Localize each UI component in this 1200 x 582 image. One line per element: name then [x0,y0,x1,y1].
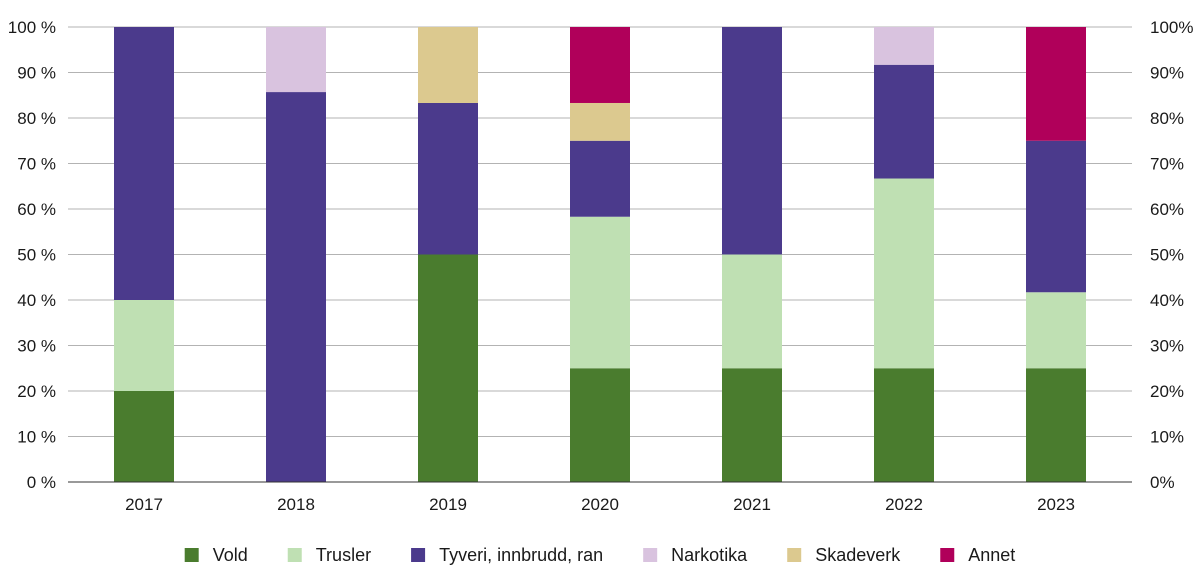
bar-segment-tyveri-innbrudd-ran-2022 [874,64,934,179]
bar-segment-vold-2022 [874,368,934,482]
legend-swatch [940,548,955,562]
y-tick-label-left: 60 % [17,200,56,219]
y-tick-label-right: 50% [1150,246,1184,265]
bar-segment-skadeverk-2020 [570,102,630,141]
bar-segment-vold-2023 [1026,368,1086,482]
x-tick-label: 2023 [1037,495,1075,514]
legend-item: Tyveri, innbrudd, ran [411,545,603,565]
y-tick-label-left: 20 % [17,382,56,401]
y-tick-label-right: 80% [1150,109,1184,128]
y-tick-label-left: 100 % [8,18,56,37]
legend-item: Narkotika [643,545,748,565]
legend-label: Annet [968,545,1015,565]
y-tick-label-right: 100% [1150,18,1193,37]
y-tick-label-right: 20% [1150,382,1184,401]
x-tick-label: 2019 [429,495,467,514]
bar-segment-tyveri-innbrudd-ran-2018 [266,92,326,482]
legend-swatch [787,548,802,562]
bar-segment-vold-2021 [722,368,782,482]
bar-segment-tyveri-innbrudd-ran-2019 [418,102,478,255]
bar-segment-trusler-2017 [114,300,174,391]
y-tick-label-left: 70 % [17,155,56,174]
bar-segment-tyveri-innbrudd-ran-2017 [114,27,174,300]
legend-label: Trusler [316,545,371,565]
legend-label: Skadeverk [815,545,901,565]
y-tick-label-right: 40% [1150,291,1184,310]
y-tick-label-left: 80 % [17,109,56,128]
bar-segment-skadeverk-2019 [418,27,478,103]
y-tick-label-right: 90% [1150,64,1184,83]
bar-segment-vold-2017 [114,391,174,482]
y-tick-label-right: 60% [1150,200,1184,219]
bar-segment-tyveri-innbrudd-ran-2023 [1026,140,1086,293]
y-tick-label-left: 90 % [17,64,56,83]
y-tick-label-right: 0% [1150,473,1175,492]
y-tick-label-left: 10 % [17,428,56,447]
legend-swatch [411,548,426,562]
x-tick-label: 2018 [277,495,315,514]
bar-segment-trusler-2023 [1026,292,1086,369]
y-tick-label-left: 50 % [17,246,56,265]
bar-segment-annet-2023 [1026,27,1086,141]
x-tick-label: 2020 [581,495,619,514]
bar-segment-tyveri-innbrudd-ran-2020 [570,140,630,217]
bar-segment-trusler-2020 [570,216,630,369]
legend-swatch [184,548,199,562]
legend-item: Annet [940,545,1015,565]
legend-swatch [287,548,302,562]
y-tick-label-left: 30 % [17,337,56,356]
bar-segment-vold-2020 [570,368,630,482]
y-tick-label-left: 40 % [17,291,56,310]
legend-item: Vold [184,545,248,565]
legend-item: Trusler [287,545,371,565]
bar-segment-annet-2020 [570,27,630,103]
y-tick-label-right: 30% [1150,337,1184,356]
y-tick-label-right: 70% [1150,155,1184,174]
legend-label: Vold [213,545,248,565]
legend-label: Tyveri, innbrudd, ran [439,545,603,565]
bars [114,27,1086,482]
bar-segment-narkotika-2018 [266,27,326,93]
x-tick-label: 2017 [125,495,163,514]
bar-segment-trusler-2022 [874,178,934,369]
bar-segment-narkotika-2022 [874,27,934,65]
y-tick-label-right: 10% [1150,428,1184,447]
legend-label: Narkotika [671,545,748,565]
bar-segment-tyveri-innbrudd-ran-2021 [722,27,782,255]
x-tick-label: 2021 [733,495,771,514]
axes: 0 % 0% 10 % 10% 20 % 20% 30 % 30% 40 % 40% 50 % 50%… [8,18,1194,514]
y-tick-label-left: 0 % [27,473,56,492]
legend-swatch [643,548,658,562]
x-tick-label: 2022 [885,495,923,514]
legend: Vold Trusler Tyveri, innbrudd, ran Narkotik… [184,545,1015,565]
legend-item: Skadeverk [787,545,901,565]
bar-segment-vold-2019 [418,254,478,482]
bar-segment-trusler-2021 [722,254,782,369]
